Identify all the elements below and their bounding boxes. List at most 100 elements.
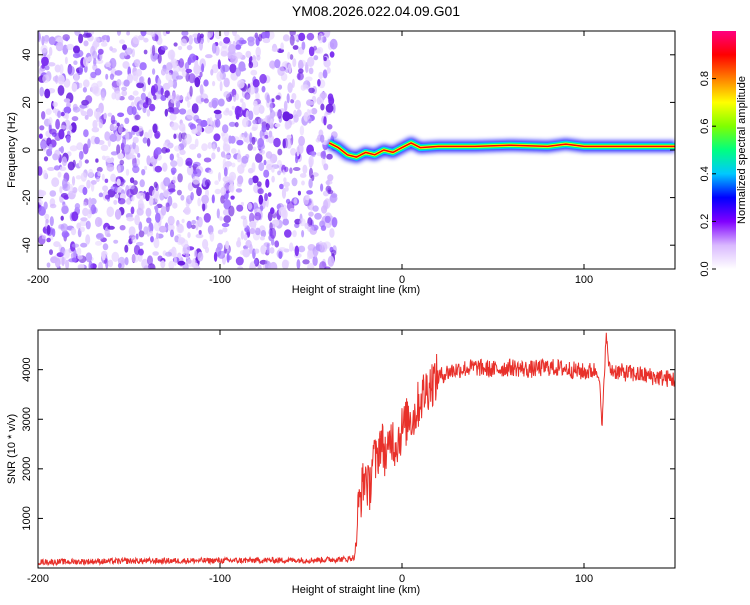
noise-blob [178,58,184,68]
noise-blob [123,79,130,87]
noise-blob [236,153,242,163]
noise-blob [70,227,77,236]
noise-blob [261,135,266,141]
noise-blob [223,31,230,37]
colorbar-tick-label: 0.8 [699,71,711,86]
noise-blob [301,180,305,186]
noise-blob [98,118,104,129]
noise-blob [63,249,70,259]
noise-blob [302,84,309,90]
noise-blob [239,249,247,256]
noise-blob [128,95,135,101]
noise-blob [292,167,301,171]
noise-blob [48,143,53,152]
noise-blob [138,221,143,232]
noise-blob [223,199,231,210]
noise-blob [144,165,148,171]
noise-blob [282,111,291,122]
noise-blob [252,175,259,184]
noise-blob [121,86,128,92]
noise-blob [60,215,64,221]
noise-blob [77,264,85,269]
noise-blob [140,203,145,210]
noise-blob [63,106,72,114]
noise-blob [231,162,236,168]
noise-blob [323,116,327,126]
noise-blob [216,146,221,153]
noise-blob [61,230,69,238]
noise-blob [143,265,149,269]
noise-blob [227,51,232,59]
noise-blob [75,175,82,180]
noise-blob [192,175,201,185]
noise-blob [65,259,70,269]
noise-blob [85,220,91,230]
noise-blob [229,63,237,74]
noise-blob [278,247,287,252]
noise-blob [216,208,220,219]
noise-blob [42,74,50,84]
snr-x-tick-label: 100 [575,573,593,585]
spectrogram-x-axis-title: Height of straight line (km) [292,284,420,296]
noise-blob [322,69,328,79]
noise-blob [176,189,182,196]
noise-blob [117,152,124,160]
noise-blob [325,103,334,113]
spectrogram-noise [38,31,338,269]
noise-blob [277,148,283,156]
noise-blob [228,121,236,127]
noise-blob [168,79,174,88]
noise-blob [156,93,161,100]
noise-blob [237,266,244,269]
spectrogram-y-axis-title: Frequency (Hz) [6,112,18,188]
noise-blob [107,225,115,230]
noise-blob [223,91,231,98]
noise-blob [306,190,313,195]
noise-blob [82,143,89,155]
noise-blob [319,261,327,269]
noise-blob [76,247,82,256]
noise-blob [142,102,149,109]
noise-blob [251,136,256,145]
noise-blob [177,45,183,51]
noise-blob [104,178,109,183]
noise-blob [124,244,129,253]
noise-blob [222,141,227,153]
noise-blob [38,133,43,139]
noise-blob [59,186,63,194]
noise-blob [68,124,73,131]
noise-blob [94,216,102,228]
noise-blob [96,176,100,182]
noise-blob [273,137,281,148]
noise-blob [109,133,118,142]
noise-blob [301,230,305,238]
noise-blob [326,67,331,74]
snr-x-tick-label: 0 [399,573,405,585]
noise-blob [201,143,208,152]
noise-blob [204,246,210,254]
noise-blob [318,33,324,44]
noise-blob [211,42,217,54]
noise-blob [293,109,297,119]
noise-blob [258,33,263,42]
spectrogram-y-tick-label: 40 [21,49,33,61]
noise-blob [131,125,140,132]
noise-blob [189,85,193,97]
noise-blob [74,72,79,83]
noise-blob [72,106,81,113]
noise-blob [271,98,275,103]
noise-blob [43,37,49,44]
noise-blob [40,44,48,54]
noise-blob [234,34,241,42]
noise-blob [96,108,102,116]
noise-blob [320,225,327,231]
noise-blob [170,160,178,168]
noise-blob [195,118,202,124]
noise-blob [188,122,194,128]
noise-blob [252,79,260,88]
noise-blob [297,143,304,155]
noise-blob [160,181,164,190]
noise-blob [239,134,244,140]
noise-blob [177,173,183,183]
noise-blob [237,175,244,185]
